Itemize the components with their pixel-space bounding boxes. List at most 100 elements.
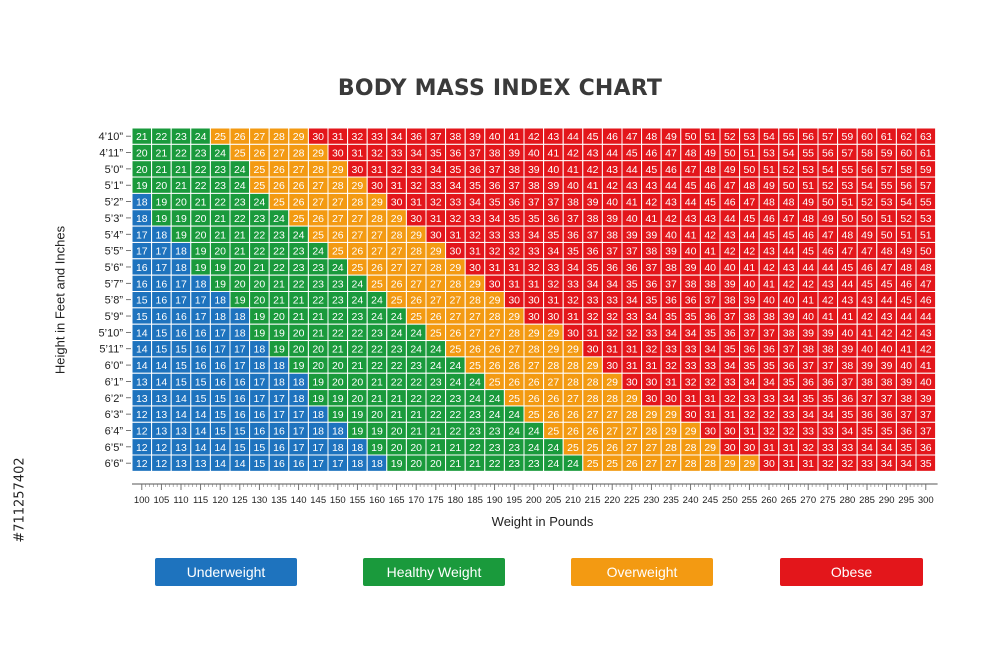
bmi-value-label: 18 bbox=[352, 458, 364, 470]
bmi-value-label: 20 bbox=[410, 458, 422, 470]
bmi-value-label: 23 bbox=[214, 164, 226, 176]
bmi-value-label: 35 bbox=[861, 425, 873, 437]
bmi-value-label: 34 bbox=[802, 409, 814, 421]
bmi-value-label: 49 bbox=[802, 197, 814, 209]
bmi-value-label: 32 bbox=[783, 425, 795, 437]
bmi-value-label: 28 bbox=[587, 393, 599, 405]
bmi-value-label: 41 bbox=[685, 229, 697, 241]
bmi-value-label: 33 bbox=[391, 148, 403, 160]
bmi-value-label: 31 bbox=[626, 360, 638, 372]
bmi-value-label: 32 bbox=[567, 295, 579, 307]
bmi-value-label: 39 bbox=[842, 344, 854, 356]
bmi-value-label: 27 bbox=[626, 425, 638, 437]
bmi-value-label: 47 bbox=[861, 246, 873, 258]
bmi-value-label: 19 bbox=[352, 425, 364, 437]
bmi-value-label: 39 bbox=[783, 311, 795, 323]
bmi-value-label: 31 bbox=[391, 180, 403, 192]
bmi-value-label: 42 bbox=[802, 278, 814, 290]
bmi-value-label: 22 bbox=[214, 197, 226, 209]
bmi-value-label: 40 bbox=[548, 164, 560, 176]
bmi-value-label: 34 bbox=[626, 295, 638, 307]
bmi-value-label: 44 bbox=[920, 311, 932, 323]
bmi-value-label: 35 bbox=[685, 311, 697, 323]
x-tick-label: 160 bbox=[369, 495, 385, 506]
bmi-value-label: 23 bbox=[489, 442, 501, 454]
bmi-value-label: 23 bbox=[469, 409, 481, 421]
bmi-value-label: 35 bbox=[567, 246, 579, 258]
bmi-value-label: 34 bbox=[489, 213, 501, 225]
bmi-value-label: 52 bbox=[900, 213, 912, 225]
bmi-value-label: 29 bbox=[489, 295, 501, 307]
bmi-value-label: 33 bbox=[763, 393, 775, 405]
bmi-value-label: 35 bbox=[802, 393, 814, 405]
bmi-value-label: 22 bbox=[254, 246, 266, 258]
bmi-value-label: 45 bbox=[900, 295, 912, 307]
bmi-value-label: 39 bbox=[646, 229, 658, 241]
bmi-value-label: 56 bbox=[861, 164, 873, 176]
bmi-value-label: 56 bbox=[900, 180, 912, 192]
bmi-value-label: 46 bbox=[704, 180, 716, 192]
bmi-value-label: 34 bbox=[587, 278, 599, 290]
bmi-value-label: 30 bbox=[312, 131, 324, 143]
bmi-value-label: 36 bbox=[626, 262, 638, 274]
bmi-value-label: 38 bbox=[822, 344, 834, 356]
bmi-value-label: 33 bbox=[842, 442, 854, 454]
bmi-value-label: 24 bbox=[293, 229, 305, 241]
bmi-value-label: 21 bbox=[450, 458, 462, 470]
bmi-value-label: 28 bbox=[646, 425, 658, 437]
bmi-value-label: 24 bbox=[371, 295, 383, 307]
x-tick-label: 230 bbox=[643, 495, 659, 506]
bmi-value-label: 18 bbox=[332, 425, 344, 437]
bmi-value-label: 33 bbox=[822, 442, 834, 454]
bmi-value-label: 37 bbox=[744, 327, 756, 339]
bmi-value-label: 36 bbox=[410, 131, 422, 143]
bmi-value-label: 19 bbox=[195, 262, 207, 274]
bmi-value-label: 30 bbox=[567, 327, 579, 339]
bmi-value-label: 20 bbox=[371, 409, 383, 421]
bmi-value-label: 23 bbox=[214, 180, 226, 192]
bmi-value-label: 42 bbox=[783, 278, 795, 290]
bmi-value-label: 49 bbox=[704, 148, 716, 160]
bmi-value-label: 32 bbox=[606, 311, 618, 323]
bmi-value-label: 27 bbox=[489, 327, 501, 339]
bmi-value-label: 14 bbox=[195, 425, 207, 437]
x-tick-label: 150 bbox=[330, 495, 346, 506]
bmi-value-label: 33 bbox=[783, 409, 795, 421]
bmi-value-label: 42 bbox=[763, 262, 775, 274]
bmi-value-label: 41 bbox=[861, 327, 873, 339]
bmi-value-label: 31 bbox=[371, 164, 383, 176]
bmi-value-label: 28 bbox=[391, 229, 403, 241]
bmi-value-label: 22 bbox=[371, 360, 383, 372]
bmi-value-label: 51 bbox=[704, 131, 716, 143]
bmi-value-label: 17 bbox=[136, 229, 148, 241]
bmi-value-label: 53 bbox=[881, 197, 893, 209]
bmi-value-label: 27 bbox=[606, 409, 618, 421]
y-tick-label: 6’4” bbox=[105, 425, 124, 437]
chart-title: BODY MASS INDEX CHART bbox=[337, 76, 663, 101]
bmi-value-label: 24 bbox=[391, 311, 403, 323]
bmi-value-label: 43 bbox=[822, 278, 834, 290]
bmi-value-label: 32 bbox=[489, 246, 501, 258]
bmi-value-label: 36 bbox=[724, 327, 736, 339]
bmi-value-label: 53 bbox=[920, 213, 932, 225]
bmi-value-label: 29 bbox=[391, 213, 403, 225]
bmi-value-label: 18 bbox=[136, 213, 148, 225]
bmi-value-label: 22 bbox=[410, 393, 422, 405]
bmi-value-label: 32 bbox=[744, 409, 756, 421]
bmi-value-label: 27 bbox=[508, 344, 520, 356]
y-tick-label: 5’0” bbox=[105, 164, 124, 176]
bmi-value-label: 24 bbox=[273, 213, 285, 225]
bmi-value-label: 52 bbox=[822, 180, 834, 192]
bmi-value-label: 35 bbox=[881, 425, 893, 437]
bmi-value-label: 21 bbox=[391, 393, 403, 405]
bmi-value-label: 17 bbox=[293, 409, 305, 421]
bmi-value-label: 12 bbox=[136, 409, 148, 421]
bmi-value-label: 43 bbox=[842, 295, 854, 307]
bmi-value-label: 30 bbox=[410, 213, 422, 225]
bmi-value-label: 45 bbox=[626, 148, 638, 160]
bmi-value-label: 25 bbox=[450, 344, 462, 356]
bmi-value-label: 25 bbox=[606, 458, 618, 470]
bmi-value-label: 23 bbox=[273, 229, 285, 241]
bmi-value-label: 33 bbox=[802, 425, 814, 437]
